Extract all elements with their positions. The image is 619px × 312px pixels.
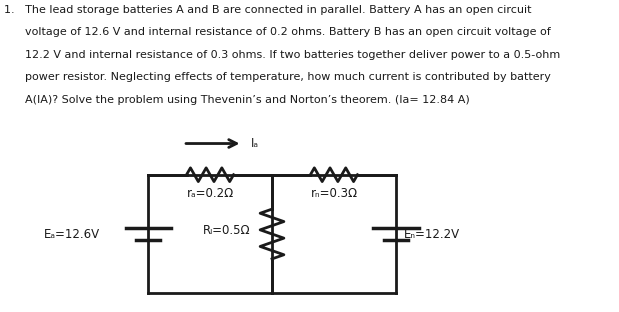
- Text: Eₙ=12.2V: Eₙ=12.2V: [404, 227, 460, 241]
- Text: voltage of 12.6 V and internal resistance of 0.2 ohms. Battery B has an open cir: voltage of 12.6 V and internal resistanc…: [4, 27, 551, 37]
- Text: Eₐ=12.6V: Eₐ=12.6V: [43, 227, 100, 241]
- Text: Rₗ=0.5Ω: Rₗ=0.5Ω: [202, 224, 250, 237]
- Text: 1.   The lead storage batteries A and B are connected in parallel. Battery A has: 1. The lead storage batteries A and B ar…: [4, 5, 532, 15]
- Text: Iₐ: Iₐ: [251, 137, 259, 150]
- Text: power resistor. Neglecting effects of temperature, how much current is contribut: power resistor. Neglecting effects of te…: [4, 72, 551, 82]
- Text: rₐ=0.2Ω: rₐ=0.2Ω: [186, 187, 234, 200]
- Text: 12.2 V and internal resistance of 0.3 ohms. If two batteries together deliver po: 12.2 V and internal resistance of 0.3 oh…: [4, 50, 561, 60]
- Text: A(IA)? Solve the problem using Thevenin’s and Norton’s theorem. (Ia= 12.84 A): A(IA)? Solve the problem using Thevenin’…: [4, 95, 470, 105]
- Text: rₙ=0.3Ω: rₙ=0.3Ω: [310, 187, 358, 200]
